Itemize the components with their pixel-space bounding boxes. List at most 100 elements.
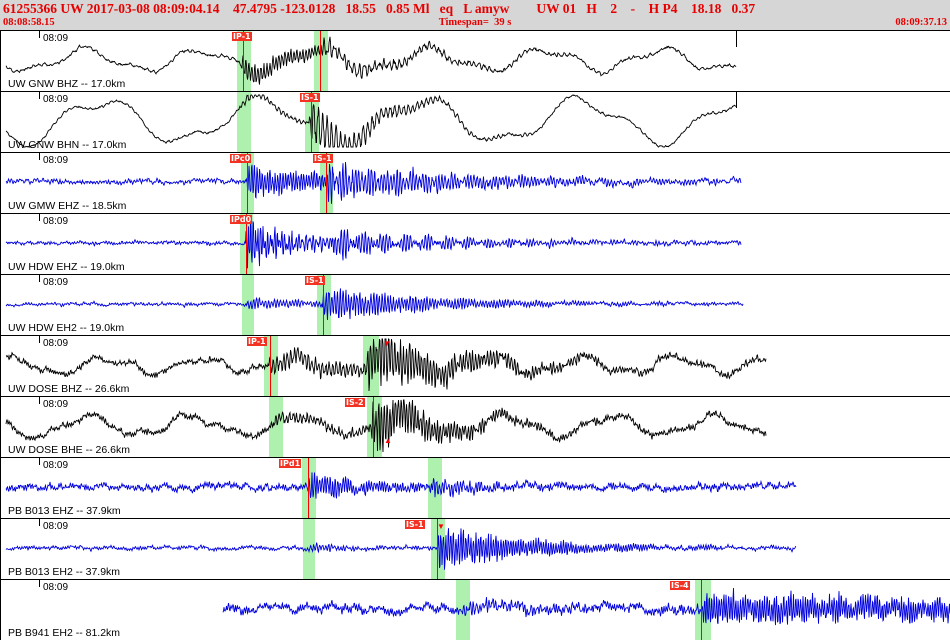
trace-end-tick bbox=[736, 92, 737, 108]
pick-window-band bbox=[428, 458, 442, 518]
pick-window-band bbox=[302, 458, 316, 518]
minute-tick bbox=[39, 214, 40, 221]
pick-flag[interactable]: IS-4 bbox=[670, 581, 690, 590]
trace-label: UW GNW BHN -- 17.0km bbox=[8, 139, 127, 151]
trace-row-uw-gmw-ehz[interactable]: IPc0 IS-1 08:09 UW GMW EHZ -- 18.5km bbox=[1, 153, 950, 214]
window-start-time: 08:08:58.15 bbox=[3, 17, 55, 28]
minute-label: 08:09 bbox=[43, 155, 69, 166]
pick-line[interactable] bbox=[243, 31, 244, 91]
pick-flag[interactable]: IS-1 bbox=[300, 93, 320, 102]
trace-label: UW HDW EHZ -- 19.0km bbox=[8, 261, 125, 273]
window-end-time: 08:09:37.13 bbox=[895, 17, 947, 28]
trace-row-pb-b013-eh2[interactable]: IS-1 ▼ 08:09 PB B013 EH2 -- 37.9km bbox=[1, 519, 950, 580]
waveform-trace bbox=[5, 94, 737, 148]
pick-flag[interactable]: IPd1 bbox=[279, 459, 302, 468]
pick-line[interactable] bbox=[246, 214, 247, 274]
waveform-svg bbox=[5, 338, 767, 392]
minute-tick bbox=[39, 275, 40, 282]
pick-flag[interactable]: IPd0 bbox=[230, 215, 253, 224]
minute-tick bbox=[39, 31, 40, 38]
waveform-svg bbox=[5, 221, 742, 269]
timespan-label: Timespan= 39 s bbox=[438, 17, 512, 28]
trace-row-uw-hdw-ehz[interactable]: IPd0 08:09 UW HDW EHZ -- 19.0km bbox=[1, 214, 950, 275]
pick-line[interactable] bbox=[326, 153, 327, 213]
pick-line[interactable] bbox=[323, 275, 324, 335]
waveform-trace bbox=[222, 587, 950, 626]
waveform-trace bbox=[5, 528, 797, 570]
pick-line[interactable] bbox=[308, 458, 309, 518]
waveform-trace bbox=[5, 338, 767, 392]
pick-marker-icon: ▼ bbox=[437, 522, 445, 531]
minute-tick bbox=[39, 519, 40, 526]
pick-flag[interactable]: IP-1 bbox=[247, 337, 267, 346]
waveform-svg bbox=[5, 94, 737, 148]
minute-label: 08:09 bbox=[43, 338, 69, 349]
trace-label: PB B013 EH2 -- 37.9km bbox=[8, 566, 121, 578]
minute-label: 08:09 bbox=[43, 277, 69, 288]
trace-label: UW GMW EHZ -- 18.5km bbox=[8, 200, 127, 212]
event-header: 61255366 UW 2017-03-08 08:09:04.14 47.47… bbox=[0, 0, 950, 30]
minute-tick bbox=[39, 92, 40, 99]
minute-tick bbox=[39, 580, 40, 587]
pick-flag[interactable]: IS-2 bbox=[345, 398, 365, 407]
pick-line[interactable] bbox=[701, 580, 702, 640]
pick-flag[interactable]: IS-1 bbox=[405, 520, 425, 529]
waveform-trace bbox=[5, 221, 742, 269]
pick-line[interactable] bbox=[270, 336, 271, 396]
trace-row-pb-b941-eh2[interactable]: IS-4 08:09 PB B941 EH2 -- 81.2km bbox=[1, 580, 950, 640]
minute-label: 08:09 bbox=[43, 582, 69, 593]
waveform-trace bbox=[5, 288, 744, 321]
trace-area: IP-1 08:09 UW GNW BHZ -- 17.0km IS-1 08:09 UW… bbox=[0, 30, 950, 640]
pick-flag[interactable]: IP-1 bbox=[232, 32, 252, 41]
minute-label: 08:09 bbox=[43, 521, 69, 532]
minute-label: 08:09 bbox=[43, 399, 69, 410]
minute-tick bbox=[39, 458, 40, 465]
trace-label: PB B941 EH2 -- 81.2km bbox=[8, 627, 121, 639]
waveform-trace bbox=[5, 399, 767, 453]
minute-tick bbox=[39, 336, 40, 343]
time-bar: 08:08:58.15 Timespan= 39 s 08:09:37.13 bbox=[0, 17, 950, 30]
minute-label: 08:09 bbox=[43, 460, 69, 471]
pick-window-band bbox=[269, 397, 283, 457]
waveform-svg bbox=[5, 36, 737, 85]
minute-label: 08:09 bbox=[43, 33, 69, 44]
pick-window-band bbox=[303, 519, 315, 579]
trace-row-uw-dose-bhe[interactable]: IS-2 ▲ 08:09 UW DOSE BHE -- 26.6km bbox=[1, 397, 950, 458]
pick-line[interactable] bbox=[311, 92, 312, 152]
waveform-svg bbox=[5, 161, 742, 204]
minute-label: 08:09 bbox=[43, 216, 69, 227]
trace-label: PB B013 EHZ -- 37.9km bbox=[8, 505, 121, 517]
waveform-svg bbox=[5, 288, 744, 321]
pick-window-band bbox=[237, 31, 251, 91]
pick-flag[interactable]: IS-1 bbox=[313, 154, 333, 163]
trace-row-uw-dose-bhz[interactable]: IP-1 ▼ 08:09 UW DOSE BHZ -- 26.6km bbox=[1, 336, 950, 397]
minute-label: 08:09 bbox=[43, 94, 69, 105]
trace-row-uw-gnw-bhz[interactable]: IP-1 08:09 UW GNW BHZ -- 17.0km bbox=[1, 31, 950, 92]
waveform-trace bbox=[5, 161, 742, 204]
waveform-svg bbox=[5, 472, 797, 499]
pick-flag[interactable]: IPc0 bbox=[230, 154, 252, 163]
pick-line[interactable] bbox=[373, 397, 374, 457]
trace-row-pb-b013-ehz[interactable]: IPd1 08:09 PB B013 EHZ -- 37.9km bbox=[1, 458, 950, 519]
pick-line[interactable] bbox=[247, 153, 248, 213]
waveform-svg bbox=[222, 587, 950, 626]
pick-line[interactable] bbox=[320, 31, 321, 91]
pick-window-band bbox=[363, 336, 379, 396]
trace-row-uw-gnw-bhn[interactable]: IS-1 08:09 UW GNW BHN -- 17.0km bbox=[1, 92, 950, 153]
event-summary: 61255366 UW 2017-03-08 08:09:04.14 47.47… bbox=[3, 1, 756, 16]
pick-marker-icon: ▼ bbox=[383, 339, 391, 348]
trace-label: UW DOSE BHE -- 26.6km bbox=[8, 444, 130, 456]
trace-label: UW DOSE BHZ -- 26.6km bbox=[8, 383, 130, 395]
pick-line[interactable] bbox=[437, 519, 438, 579]
waveform-trace bbox=[5, 36, 737, 85]
trace-label: UW GNW BHZ -- 17.0km bbox=[8, 78, 126, 90]
waveform-svg bbox=[5, 528, 797, 570]
minute-tick bbox=[39, 397, 40, 404]
pick-marker-icon: ▲ bbox=[384, 436, 392, 445]
waveform-svg bbox=[5, 399, 767, 453]
trace-row-uw-hdw-eh2[interactable]: IS-1 08:09 UW HDW EH2 -- 19.0km bbox=[1, 275, 950, 336]
minute-tick bbox=[39, 153, 40, 160]
pick-flag[interactable]: IS-1 bbox=[305, 276, 325, 285]
trace-label: UW HDW EH2 -- 19.0km bbox=[8, 322, 125, 334]
waveform-trace bbox=[5, 472, 797, 499]
